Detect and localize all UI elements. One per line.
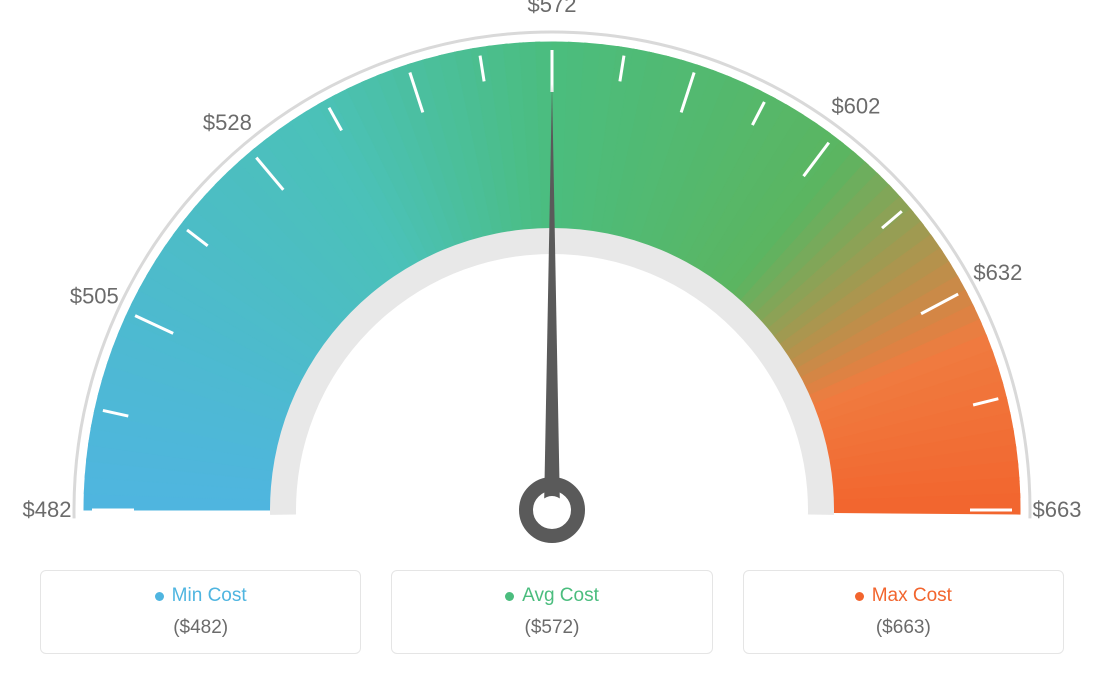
svg-text:$528: $528 (203, 110, 252, 135)
legend-value-avg: ($572) (402, 617, 701, 639)
legend-title-min: Min Cost (155, 585, 247, 607)
legend-label-max: Max Cost (872, 585, 952, 607)
legend-card-min: Min Cost ($482) (40, 570, 361, 654)
legend-card-max: Max Cost ($663) (743, 570, 1064, 654)
legend-row: Min Cost ($482) Avg Cost ($572) Max Cost… (0, 570, 1104, 654)
svg-text:$482: $482 (23, 497, 72, 522)
legend-title-max: Max Cost (855, 585, 952, 607)
dot-max (855, 592, 864, 601)
legend-value-max: ($663) (754, 617, 1053, 639)
legend-card-avg: Avg Cost ($572) (391, 570, 712, 654)
svg-text:$632: $632 (973, 260, 1022, 285)
legend-title-avg: Avg Cost (505, 585, 599, 607)
legend-label-min: Min Cost (172, 585, 247, 607)
svg-text:$602: $602 (831, 94, 880, 119)
dot-min (155, 592, 164, 601)
dot-avg (505, 592, 514, 601)
svg-text:$663: $663 (1033, 497, 1082, 522)
legend-value-min: ($482) (51, 617, 350, 639)
gauge-svg: $482 $505 $528 $572 $602 $632 $663 (0, 0, 1104, 560)
svg-text:$572: $572 (528, 0, 577, 17)
svg-text:$505: $505 (70, 284, 119, 309)
gauge-container: $482 $505 $528 $572 $602 $632 $663 (0, 0, 1104, 560)
legend-label-avg: Avg Cost (522, 585, 599, 607)
